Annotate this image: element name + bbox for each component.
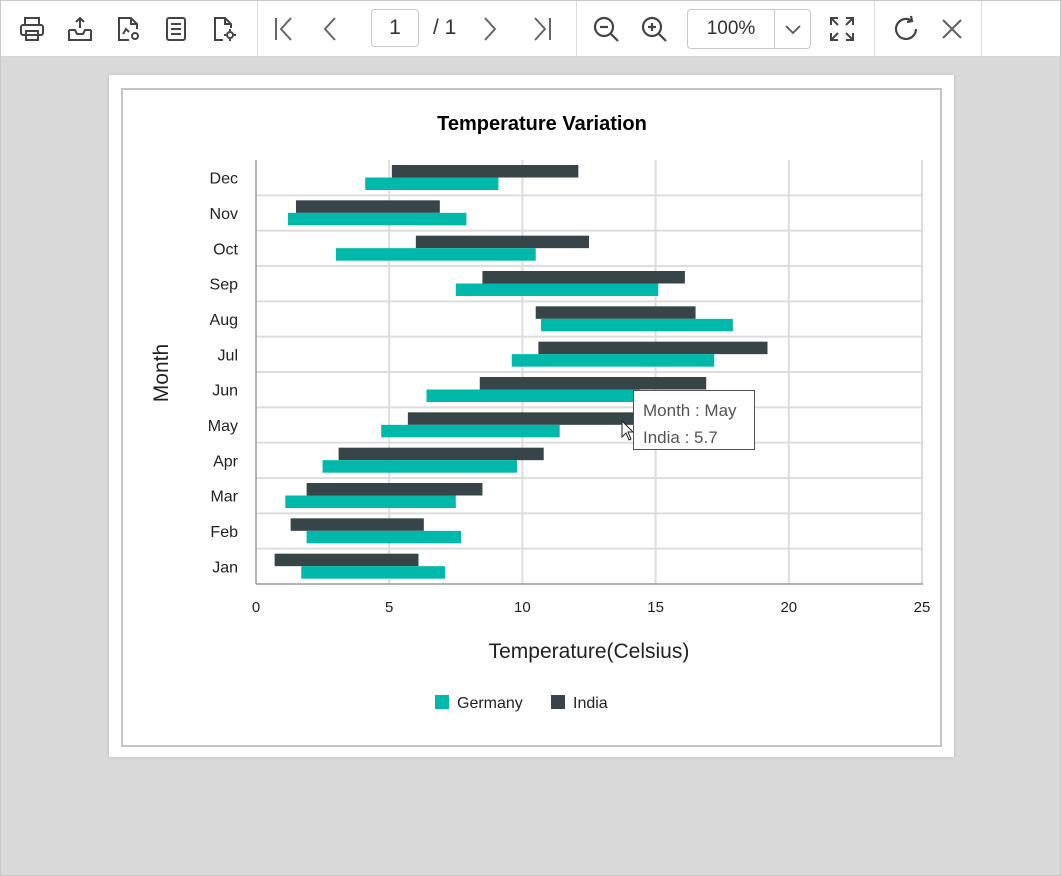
bar-germany-dec	[365, 177, 499, 190]
x-tick-label: 15	[647, 599, 664, 616]
refresh-icon	[894, 15, 918, 41]
x-tick-label: 0	[252, 599, 260, 616]
tooltip-month: Month : May	[643, 401, 737, 420]
parameters-button[interactable]	[111, 11, 145, 47]
document-map-button[interactable]	[159, 11, 193, 47]
bar-germany-aug	[541, 318, 733, 332]
chart-legend: Germany India	[435, 695, 608, 712]
bar-india-apr	[338, 447, 544, 461]
legend-label-germany: Germany	[457, 695, 523, 712]
x-tick-label: 25	[914, 599, 931, 616]
bar-india-mar	[306, 483, 483, 496]
refresh-button[interactable]	[889, 11, 923, 47]
zoom-dropdown[interactable]: 100%	[687, 9, 811, 49]
close-button[interactable]	[935, 11, 969, 47]
print-icon	[20, 17, 44, 41]
bar-india-sep	[482, 271, 685, 284]
bar-germany-feb	[306, 530, 462, 544]
y-tick-label: Nov	[210, 206, 238, 223]
bar-germany-nov	[287, 212, 467, 226]
file-settings-icon	[118, 17, 139, 41]
x-tick-label: 10	[514, 599, 531, 616]
y-tick-label: Sep	[210, 277, 239, 294]
bar-india-jul	[538, 341, 768, 355]
mouse-cursor-icon	[621, 419, 635, 441]
zoom-value: 100%	[706, 18, 756, 39]
chart-tooltip: Month : May India : 5.7	[633, 390, 755, 450]
x-tick-label: 20	[780, 599, 797, 616]
chart-bars	[274, 165, 768, 579]
previous-page-button[interactable]	[313, 11, 347, 47]
next-page-icon	[484, 17, 497, 41]
report-viewer-toolbar: / 1 100%	[1, 1, 1060, 57]
bar-india-nov	[295, 200, 440, 213]
fit-page-icon	[830, 17, 854, 41]
toolbar-separator	[257, 1, 258, 56]
document-list-icon	[166, 17, 186, 41]
bar-india-aug	[535, 306, 696, 319]
y-tick-label: May	[208, 418, 238, 435]
y-axis-title: Month	[150, 344, 173, 402]
first-page-icon	[275, 17, 292, 41]
export-button[interactable]	[63, 11, 97, 47]
y-tick-label: Aug	[210, 312, 238, 329]
toolbar-separator	[981, 1, 982, 56]
chart-gridlines	[256, 160, 923, 584]
zoom-divider	[774, 10, 775, 48]
bar-germany-jan	[301, 566, 446, 579]
y-tick-label: Apr	[213, 453, 239, 470]
bar-germany-mar	[285, 495, 456, 508]
close-icon	[942, 19, 962, 39]
legend-swatch-india	[551, 695, 565, 709]
next-page-button[interactable]	[473, 11, 507, 47]
zoom-in-button[interactable]	[637, 11, 671, 47]
zoom-out-button[interactable]	[589, 11, 623, 47]
y-tick-label: Mar	[210, 489, 238, 506]
x-axis-title: Temperature(Celsius)	[489, 640, 690, 663]
legend-label-india: India	[573, 695, 608, 712]
chart-title: Temperature Variation	[437, 113, 647, 135]
bar-india-jan	[274, 553, 419, 567]
last-page-icon	[534, 17, 551, 41]
toolbar-separator	[874, 1, 875, 56]
y-tick-label: Dec	[210, 171, 238, 188]
last-page-button[interactable]	[525, 11, 559, 47]
bar-india-may	[407, 412, 643, 425]
bar-india-dec	[391, 165, 579, 178]
bar-india-feb	[290, 518, 424, 531]
page-settings-icon	[214, 17, 236, 41]
chart-axes: Jan Feb Mar Apr May Jun Jul Aug Sep Oct Nov Dec 0 5 10…	[208, 160, 931, 616]
bar-india-jun	[479, 377, 707, 390]
bar-germany-sep	[455, 283, 659, 296]
zoom-in-icon	[641, 16, 667, 42]
chevron-down-icon	[785, 25, 801, 35]
total-pages-label: / 1	[433, 16, 457, 39]
fit-page-button[interactable]	[825, 11, 859, 47]
zoom-out-icon	[593, 16, 619, 42]
export-icon	[68, 16, 92, 41]
report-chart-border	[121, 88, 942, 747]
current-page-input[interactable]	[371, 9, 419, 47]
x-tick-label: 5	[385, 599, 393, 616]
bar-germany-jul	[511, 354, 715, 367]
bar-germany-may	[381, 424, 560, 438]
print-button[interactable]	[15, 11, 49, 47]
previous-page-icon	[323, 17, 336, 41]
legend-swatch-germany	[435, 695, 449, 709]
bar-germany-apr	[322, 460, 518, 473]
y-tick-label: Jun	[212, 383, 238, 400]
bar-germany-jun	[426, 389, 640, 402]
toolbar-separator	[576, 1, 577, 56]
y-tick-label: Jul	[218, 347, 238, 364]
y-tick-label: Feb	[210, 524, 238, 541]
y-tick-label: Jan	[212, 559, 238, 576]
bar-germany-oct	[335, 248, 536, 261]
zoom-dropdown-toggle[interactable]	[775, 10, 811, 48]
first-page-button[interactable]	[267, 11, 301, 47]
y-tick-label: Oct	[213, 241, 238, 258]
tooltip-value: India : 5.7	[643, 428, 718, 447]
page-setup-button[interactable]	[207, 11, 241, 47]
bar-india-oct	[415, 235, 589, 249]
